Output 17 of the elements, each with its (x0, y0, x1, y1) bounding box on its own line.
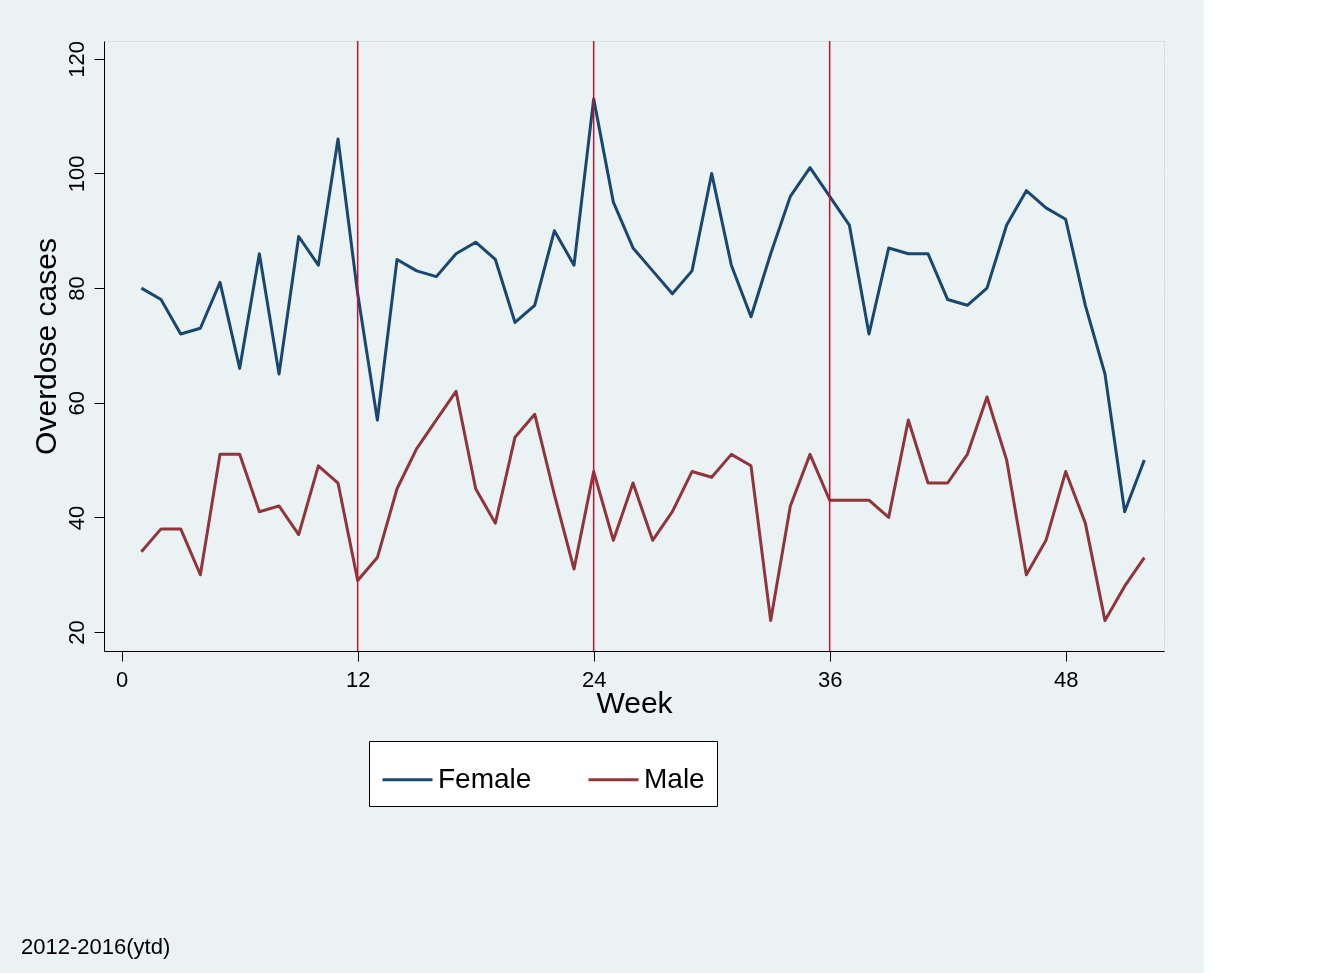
x-tick-label: 24 (581, 666, 607, 692)
x-tick-label: 0 (116, 666, 129, 692)
y-tick-label: 20 (63, 620, 89, 645)
y-tick-label: 60 (63, 391, 89, 416)
x-tick-label: 48 (1053, 666, 1079, 692)
legend-label: Female (438, 762, 532, 794)
text: 2012-2016(ytd) (21, 933, 171, 959)
line-series (139, 97, 1146, 514)
legend-label: Male (644, 762, 705, 794)
y-tick-label: 120 (63, 40, 89, 78)
line-series (139, 389, 1146, 623)
y-tick-label: 100 (63, 155, 89, 193)
y-axis-title: Overdose cases (28, 238, 62, 455)
x-tick-label: 36 (817, 666, 843, 692)
x-tick-label: 12 (345, 666, 371, 692)
y-tick-label: 40 (63, 505, 89, 531)
y-tick-label: 80 (63, 276, 89, 301)
